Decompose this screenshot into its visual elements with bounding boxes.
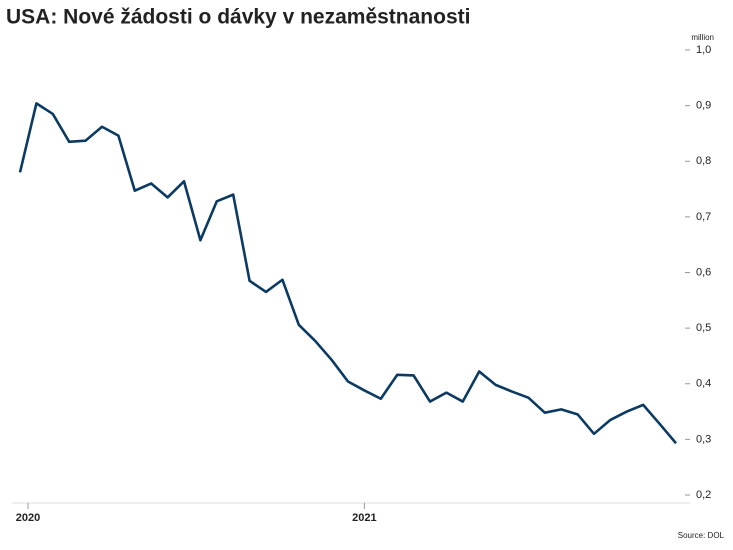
chart-title: USA: Nové žádosti o dávky v nezaměstnano… (6, 6, 470, 29)
unit-label: million (691, 33, 714, 42)
x-tick-label: 2021 (352, 512, 376, 524)
y-tick-label: 0,7 (696, 211, 711, 223)
y-tick-label: 0,3 (696, 433, 711, 445)
y-tick-label: 1,0 (696, 44, 711, 56)
line (18, 102, 677, 445)
y-tick-label: 0,2 (696, 489, 711, 501)
y-tick-label: 0,4 (696, 378, 711, 390)
y-tick-label: 0,8 (696, 155, 711, 167)
source: Source: DOL (678, 531, 725, 540)
y-tick-label: 0,9 (696, 100, 711, 112)
y-tick-label: 0,6 (696, 266, 711, 278)
x-tick-label: 2020 (16, 512, 40, 524)
y-tick-label: 0,5 (696, 322, 711, 334)
